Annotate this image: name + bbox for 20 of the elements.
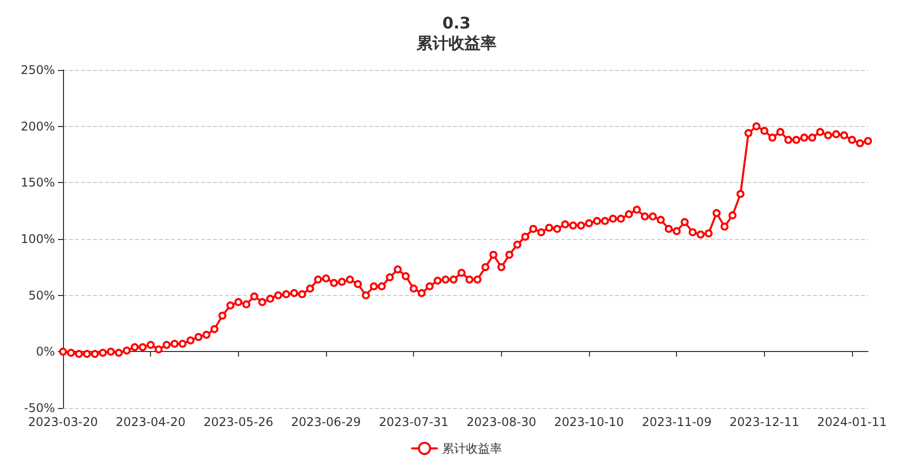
legend-label: 累计收益率 (442, 441, 502, 456)
x-tick-label: 2023-08-30 (466, 415, 536, 429)
y-tick-label: -50% (24, 401, 55, 415)
y-tick-label: 150% (20, 176, 55, 190)
chart-subtitle: 累计收益率 (416, 34, 496, 52)
x-tick-label: 2023-04-20 (116, 415, 186, 429)
x-tick-label: 2023-03-20 (28, 415, 98, 429)
y-tick-label: 200% (20, 119, 55, 134)
y-tick-label: 100% (20, 232, 55, 246)
y-tick-label: 50% (28, 288, 55, 302)
x-tick-label: 2023-11-09 (642, 415, 712, 429)
x-tick-label: 2023-12-11 (730, 415, 800, 429)
y-tick-label: 250% (20, 63, 55, 77)
x-tick-label: 2024-01-11 (817, 415, 887, 429)
x-tick-label: 2023-06-29 (291, 415, 361, 429)
chart-title: 0.3 (442, 14, 471, 32)
x-tick-label: 2023-07-31 (378, 415, 449, 429)
y-tick-label: 0% (36, 344, 55, 359)
x-tick-label: 2023-10-10 (554, 415, 624, 429)
x-tick-label: 2023-05-26 (203, 415, 274, 429)
